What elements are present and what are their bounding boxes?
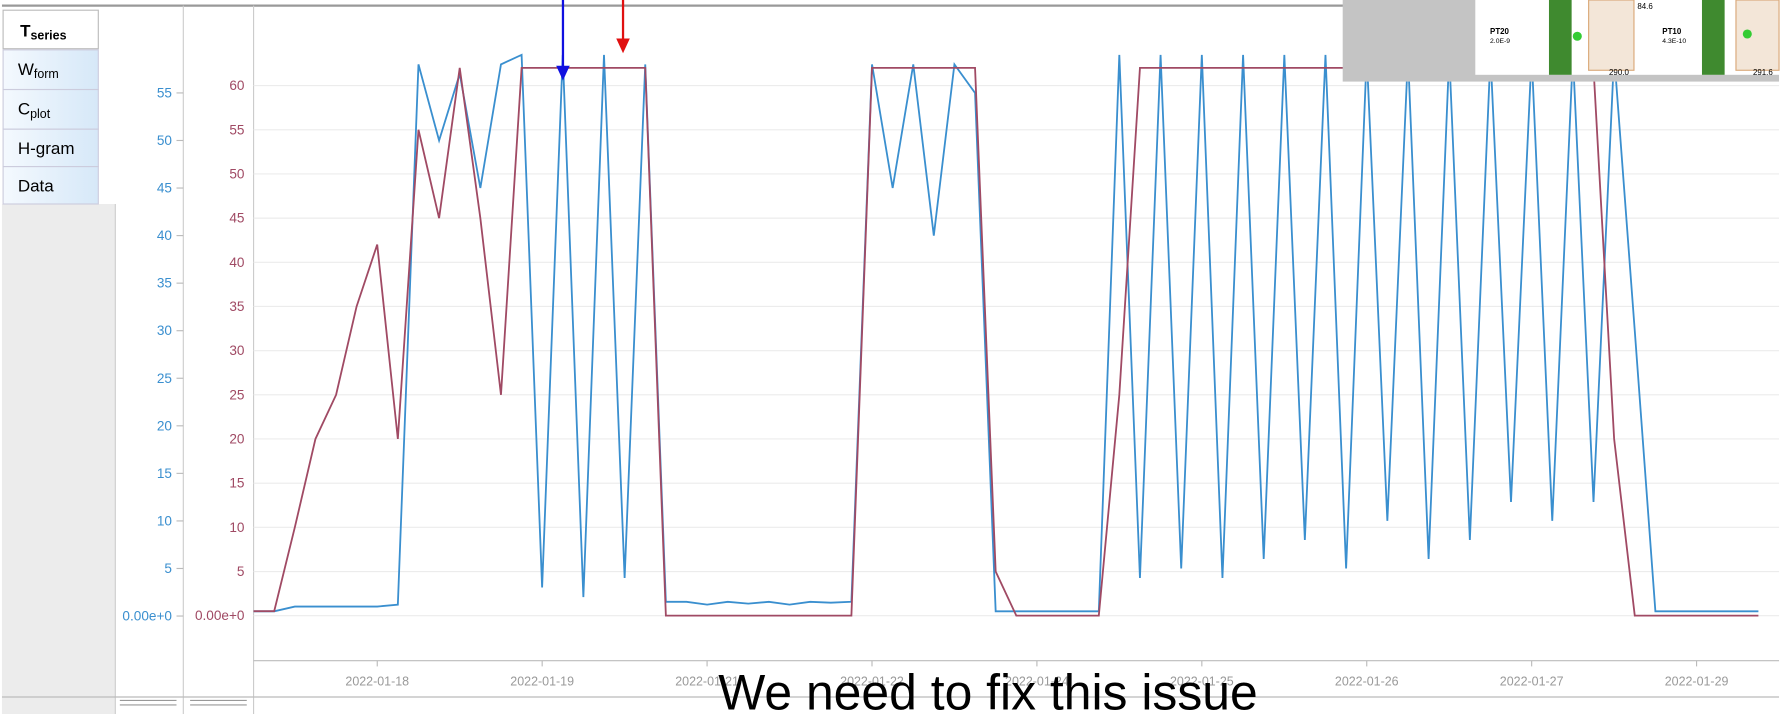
y-tick-label: 15 (157, 466, 172, 481)
y2-tick-label: 25 (229, 387, 244, 402)
y2-tick-label: 30 (229, 343, 245, 358)
y2-tick-label: 50 (229, 166, 245, 181)
y-tick-label: 20 (157, 418, 173, 433)
inset-label: PT10 (1662, 27, 1682, 36)
y-tick-label: 55 (157, 85, 172, 100)
y2-tick-label: 0.00e+0 (195, 608, 245, 623)
y-tick-label: 45 (157, 181, 172, 196)
tab-label[interactable]: Data (18, 177, 54, 196)
tab-label-main[interactable]: W (18, 60, 34, 79)
y-tick-label: 0.00e+0 (122, 609, 172, 624)
page: Tseries Wform Cplot H-gram Data 0.00e+0 5… (0, 0, 1781, 719)
inset-label: 2.0E-9 (1490, 38, 1510, 45)
y2-tick-label: 5 (237, 564, 245, 579)
tab-label-main[interactable]: C (18, 99, 30, 118)
y-tick-label: 50 (157, 133, 173, 148)
annotation: We need to fix this issue (718, 664, 1257, 714)
y2-tick-label: 15 (229, 476, 244, 491)
inset-screenshot: PT20 2.0E-9 PT10 4.3E-10 84.6 290.0 291.… (1343, 0, 1779, 82)
y-tick-label: 10 (157, 513, 173, 528)
x-tick-label: 2022-01-18 (345, 675, 409, 689)
tab[interactable]: Tseries (3, 10, 98, 49)
tab[interactable]: Wform (3, 50, 98, 90)
y2-tick-label: 35 (229, 299, 244, 314)
inset-label: 291.6 (1753, 68, 1773, 77)
tab-label-main[interactable]: T (20, 21, 31, 40)
x-tick-label: 2022-01-27 (1500, 675, 1564, 689)
x-tick-label: 2022-01-29 (1665, 675, 1729, 689)
y-tick-label: 25 (157, 371, 172, 386)
tab[interactable]: H-gram (3, 129, 98, 166)
tab-label-sub[interactable]: series (30, 29, 66, 43)
inset-label: 290.0 (1609, 68, 1629, 77)
x-tick-label: 2022-01-26 (1335, 675, 1399, 689)
tab[interactable]: Data (3, 167, 98, 204)
tab-label-sub[interactable]: form (34, 67, 59, 81)
y-tick-label: 40 (157, 228, 173, 243)
tab-label[interactable]: H-gram (18, 139, 75, 158)
y2-tick-label: 45 (229, 211, 244, 226)
inset-label: 84.6 (1637, 2, 1653, 11)
background (2, 0, 1779, 714)
y2-tick-label: 60 (229, 78, 245, 93)
inset-label: PT20 (1490, 27, 1510, 36)
y-tick-label: 35 (157, 276, 172, 291)
sidebar-panel (2, 204, 115, 714)
y-tick-label: 5 (164, 561, 172, 576)
tab-label-sub[interactable]: plot (30, 107, 51, 121)
y2-tick-label: 40 (229, 255, 245, 270)
tab[interactable]: Cplot (3, 90, 98, 130)
app-window: Tseries Wform Cplot H-gram Data 0.00e+0 5… (0, 0, 1781, 714)
y2-tick-label: 55 (229, 122, 244, 137)
x-tick-label: 2022-01-19 (510, 675, 574, 689)
y-tick-label: 30 (157, 323, 173, 338)
inset-label: 4.3E-10 (1662, 38, 1686, 45)
y2-tick-label: 20 (229, 432, 245, 447)
y2-tick-label: 10 (229, 520, 245, 535)
